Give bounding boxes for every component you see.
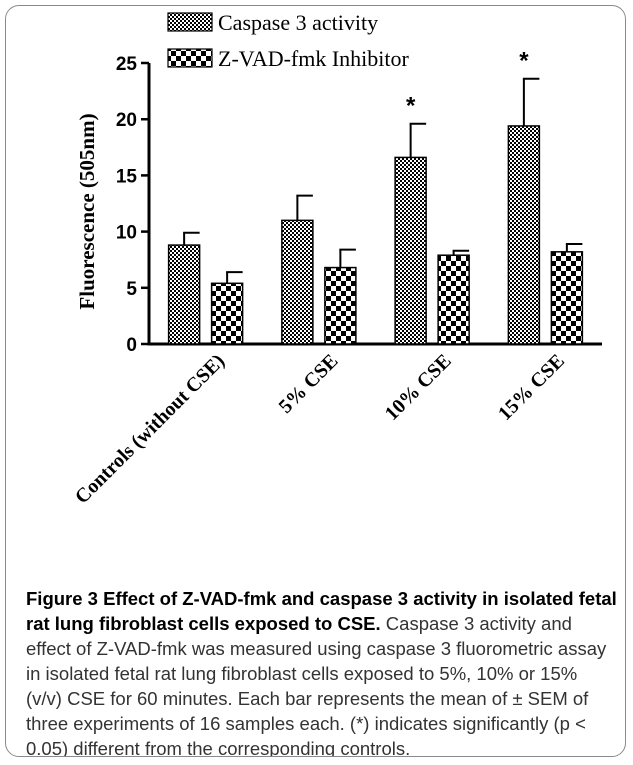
y-tick-label: 25 xyxy=(116,54,138,75)
legend-swatch xyxy=(167,48,213,68)
chart-legend: Caspase 3 activity Z-VAD-fmk Inhibitor xyxy=(167,10,410,71)
bar-chart: 0 5 10 15 20 25 Fluorescence (505nm) Controls (… xyxy=(71,10,602,508)
legend-swatch xyxy=(167,12,213,32)
caption-text: Caspase 3 activity and effect of Z-VAD-f… xyxy=(26,613,607,757)
bar xyxy=(507,125,541,345)
y-axis-label: Fluorescence (505nm) xyxy=(75,113,99,309)
chart-bars: ** xyxy=(167,48,584,345)
significance-mark: * xyxy=(519,48,529,75)
y-tick-label: 10 xyxy=(116,223,137,244)
x-tick-label: Controls (without CSE) xyxy=(71,350,229,508)
bar xyxy=(167,244,201,345)
y-tick-label: 0 xyxy=(126,335,137,356)
x-tick-label: 10% CSE xyxy=(381,350,456,425)
bar xyxy=(550,251,584,345)
bar xyxy=(437,254,470,345)
x-tick-label: 5% CSE xyxy=(275,350,343,418)
bar xyxy=(210,282,244,345)
y-tick-label: 15 xyxy=(116,166,138,187)
legend-label: Caspase 3 activity xyxy=(218,10,378,35)
figure-frame: 0 5 10 15 20 25 Fluorescence (505nm) Controls (… xyxy=(5,5,626,757)
figure-caption: Figure 3 Effect of Z-VAD-fmk and caspase… xyxy=(26,586,618,757)
bar xyxy=(324,266,357,345)
bar xyxy=(394,156,427,345)
x-tick-label: 15% CSE xyxy=(494,350,569,425)
bar xyxy=(281,219,314,345)
legend-label: Z-VAD-fmk Inhibitor xyxy=(218,46,410,71)
caption-title: Figure 3 Effect of Z-VAD-fmk and caspase… xyxy=(26,588,617,634)
y-tick-label: 20 xyxy=(116,110,137,131)
significance-mark: * xyxy=(406,93,416,120)
y-tick-label: 5 xyxy=(126,279,137,300)
